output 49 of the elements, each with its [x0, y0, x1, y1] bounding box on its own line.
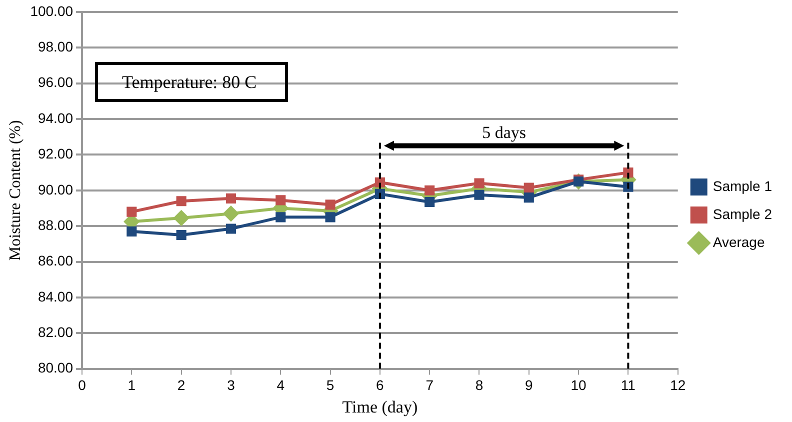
annotation: 5 days: [482, 122, 526, 142]
y-tick-label: 98.00: [38, 38, 74, 55]
x-tick-label: 2: [177, 377, 186, 394]
x-tick-label: 7: [426, 377, 434, 394]
x-tick-label: 1: [128, 377, 136, 394]
x-tick-label: 0: [78, 377, 86, 394]
point: [424, 196, 435, 208]
point: [126, 206, 137, 217]
point: [174, 210, 189, 226]
y-tick-label: 84.00: [38, 288, 74, 304]
y-tick-label: 90.00: [38, 181, 74, 198]
x-tick-label: 11: [620, 377, 636, 394]
point: [424, 185, 435, 196]
legend-label: Sample 1: [712, 178, 772, 194]
point: [524, 182, 534, 193]
x-tick-label: 4: [276, 377, 285, 394]
legend-label: Sample 2: [712, 206, 772, 222]
annotation: Temperature: 80 C: [95, 62, 288, 102]
point: [474, 178, 484, 188]
legend-label: Average: [712, 234, 765, 250]
x-tick-label: 10: [570, 377, 587, 394]
point: [176, 196, 186, 206]
x-tick-label: 9: [525, 377, 533, 394]
x-axis-title: Time (day): [342, 397, 418, 416]
y-tick-label: 92.00: [38, 146, 74, 162]
point: [276, 212, 286, 222]
y-tick-label: 86.00: [38, 252, 74, 269]
y-tick-label: 94.00: [38, 110, 74, 126]
point: [226, 193, 236, 204]
x-tick-label: 6: [376, 377, 384, 394]
point: [176, 230, 186, 240]
x-tick-label: 3: [227, 377, 236, 394]
point: [474, 190, 484, 200]
point: [223, 206, 238, 222]
y-axis-title: Moisture Content (%): [6, 120, 24, 261]
y-tick-label: 80.00: [38, 360, 74, 376]
x-tick-label: 12: [670, 377, 686, 394]
y-tick-label: 82.00: [38, 324, 74, 340]
x-tick-label: 8: [475, 377, 484, 394]
point: [524, 192, 534, 203]
y-tick-label: 96.00: [38, 74, 74, 90]
y-tick-label: 88.00: [38, 216, 74, 233]
point: [325, 212, 336, 222]
x-tick-label: 5: [326, 377, 334, 394]
y-tick-label: 100.00: [30, 2, 74, 19]
point: [276, 195, 286, 206]
point: [126, 226, 137, 236]
point: [226, 224, 236, 234]
point: [325, 200, 336, 210]
